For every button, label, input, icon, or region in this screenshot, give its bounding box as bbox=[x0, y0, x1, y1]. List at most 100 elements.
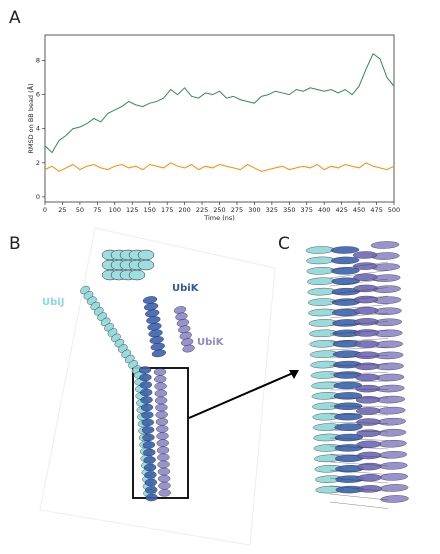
helix-turn bbox=[145, 486, 158, 494]
x-tick-label: 400 bbox=[318, 206, 330, 214]
helix-turn bbox=[157, 460, 170, 469]
contact bbox=[329, 405, 389, 407]
helix-turn bbox=[353, 273, 378, 281]
helix-turn bbox=[140, 396, 153, 404]
x-tick-label: 125 bbox=[126, 206, 138, 214]
helix-turn bbox=[154, 396, 168, 405]
helix-turn bbox=[138, 366, 152, 374]
contact bbox=[329, 421, 389, 424]
helix-turn bbox=[139, 381, 152, 389]
helix-turn bbox=[353, 284, 378, 293]
helix-turn bbox=[155, 418, 169, 426]
helix-turn bbox=[354, 351, 380, 359]
contact bbox=[329, 469, 389, 475]
helix-turn bbox=[142, 441, 156, 449]
helix-turn bbox=[155, 410, 168, 419]
y-tick-label: 0 bbox=[36, 193, 40, 201]
helix-turn bbox=[333, 381, 362, 390]
helix-turn bbox=[143, 456, 156, 464]
helix-turn bbox=[143, 448, 156, 457]
x-tick-label: 375 bbox=[301, 206, 313, 214]
helix-turn bbox=[151, 349, 167, 358]
helix-turn bbox=[356, 418, 381, 426]
y-tick-label: 6 bbox=[36, 91, 40, 99]
x-tick-label: 75 bbox=[93, 206, 101, 214]
helix-turn bbox=[156, 439, 169, 447]
helix-turn bbox=[356, 440, 382, 449]
contact bbox=[329, 445, 389, 450]
line-series bbox=[44, 52, 395, 154]
x-tick-label: 100 bbox=[109, 206, 121, 214]
line-series bbox=[44, 162, 395, 172]
contact bbox=[329, 270, 389, 279]
contact bbox=[329, 346, 389, 351]
helix-turn bbox=[355, 384, 380, 393]
contact bbox=[329, 287, 389, 295]
domain-blob bbox=[137, 259, 155, 271]
contact bbox=[329, 261, 389, 271]
contact bbox=[329, 312, 389, 319]
x-tick-label: 275 bbox=[231, 206, 243, 214]
y-tick-label: 2 bbox=[36, 159, 40, 167]
helix-turn bbox=[139, 388, 153, 397]
contact bbox=[329, 413, 389, 416]
helix-turn bbox=[370, 241, 400, 249]
contact bbox=[329, 329, 389, 335]
helix-turn bbox=[355, 373, 380, 382]
helix-turn bbox=[354, 340, 380, 348]
helix-turn bbox=[154, 375, 167, 383]
arrow bbox=[188, 372, 294, 419]
contact bbox=[329, 493, 389, 501]
contact bbox=[329, 372, 389, 375]
helix-turn bbox=[153, 368, 167, 376]
x-tick-label: 500 bbox=[388, 206, 400, 214]
helix-turn bbox=[145, 493, 158, 502]
helix-turn bbox=[357, 485, 382, 493]
contact bbox=[329, 501, 389, 509]
helix-turn bbox=[331, 267, 360, 275]
helix-turn bbox=[139, 373, 152, 382]
x-tick-label: 25 bbox=[58, 206, 66, 214]
structure-label: UbiJ bbox=[42, 297, 64, 308]
x-tick-label: 150 bbox=[143, 206, 155, 214]
contact bbox=[329, 389, 389, 391]
frame bbox=[39, 227, 276, 546]
x-tick-label: 175 bbox=[161, 206, 173, 214]
helix-turn bbox=[357, 474, 382, 482]
helix-turn bbox=[355, 407, 381, 415]
contact bbox=[329, 321, 389, 327]
x-tick-label: 225 bbox=[196, 206, 208, 214]
x-tick-label: 350 bbox=[283, 206, 295, 214]
zoom-box bbox=[132, 367, 189, 499]
contact bbox=[329, 278, 389, 287]
helix-turn bbox=[156, 425, 169, 433]
panel-label: C bbox=[278, 234, 290, 254]
domain-blob bbox=[128, 269, 146, 281]
domain-blob bbox=[137, 249, 155, 261]
helix-turn bbox=[331, 256, 360, 265]
contact bbox=[329, 295, 389, 303]
helix-turn bbox=[144, 478, 158, 487]
structure-illustration bbox=[39, 227, 426, 546]
panel-label: A bbox=[9, 8, 21, 28]
helix-turn bbox=[155, 403, 168, 412]
contact bbox=[329, 338, 389, 343]
y-axis-label: RMSD on BB bead (Å) bbox=[26, 83, 35, 153]
helix-turn bbox=[334, 412, 363, 421]
contact bbox=[329, 437, 389, 441]
contact bbox=[329, 304, 389, 311]
panel-label: B bbox=[9, 234, 21, 254]
helix-turn bbox=[140, 403, 154, 412]
contact bbox=[329, 485, 389, 492]
contact bbox=[329, 461, 389, 467]
x-tick-label: 325 bbox=[266, 206, 278, 214]
helix-turn bbox=[144, 471, 157, 479]
helix-turn bbox=[158, 482, 171, 490]
helix-turn bbox=[357, 462, 382, 471]
helix-turn bbox=[156, 446, 170, 454]
helix-turn bbox=[157, 467, 171, 476]
contact bbox=[329, 429, 389, 433]
helix-turn bbox=[141, 411, 154, 419]
helix-turn bbox=[142, 433, 155, 442]
